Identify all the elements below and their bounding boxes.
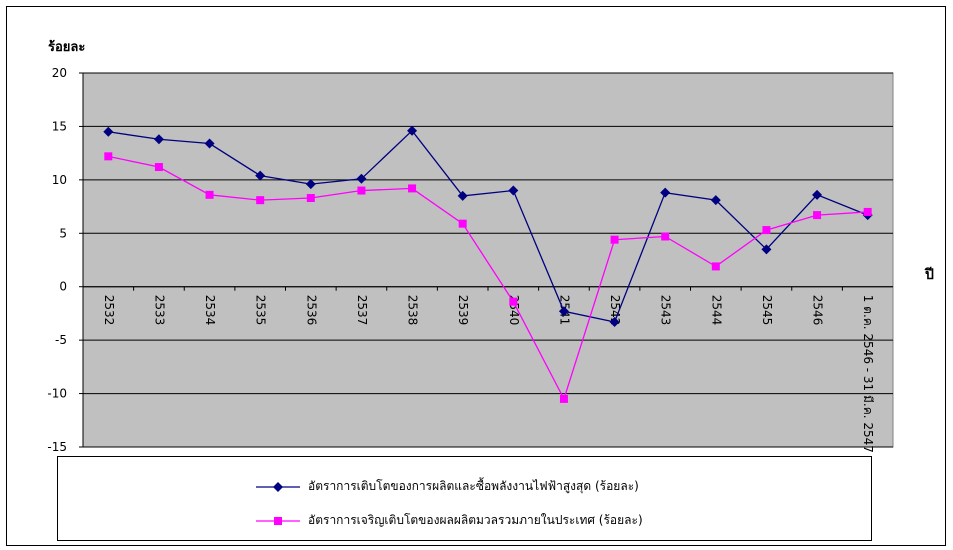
data-point-electricity <box>761 244 772 255</box>
x-tick-label: 2536 <box>304 295 318 326</box>
y-tick-label: -5 <box>55 333 67 347</box>
y-axis-label: ร้อยละ <box>48 40 86 55</box>
data-point-electricity <box>812 189 823 200</box>
x-tick-label: 2534 <box>203 295 217 326</box>
data-point-gdp <box>610 235 619 244</box>
data-point-electricity <box>153 134 164 145</box>
x-tick-label: 2533 <box>152 295 166 326</box>
data-point-gdp <box>661 232 670 241</box>
data-point-gdp <box>256 196 265 205</box>
data-point-electricity <box>356 173 367 184</box>
data-point-electricity <box>255 170 266 181</box>
data-point-gdp <box>306 194 315 203</box>
x-tick-label: 2546 <box>811 295 825 326</box>
legend-item-gdp: อัตราการเจริญเติบโตของผลผลิตมวลรวมภายในป… <box>256 511 643 530</box>
data-point-gdp <box>762 226 771 235</box>
plot-area <box>82 72 894 448</box>
y-tick-label: 10 <box>52 173 67 187</box>
data-point-electricity <box>609 316 620 327</box>
data-point-electricity <box>710 195 721 206</box>
y-tick-label: -10 <box>47 387 67 401</box>
data-point-electricity <box>508 185 519 196</box>
x-tick-label: 2544 <box>709 295 723 326</box>
x-tick-label: 2538 <box>406 295 420 326</box>
data-point-electricity <box>558 306 569 317</box>
y-tick-label: -15 <box>47 440 67 454</box>
legend-label-gdp: อัตราการเจริญเติบโตของผลผลิตมวลรวมภายในป… <box>308 513 643 527</box>
legend-diamond-icon <box>256 481 300 492</box>
x-tick-label: 2535 <box>254 295 268 326</box>
y-tick-label: 20 <box>52 66 67 80</box>
y-tick-label: 15 <box>52 119 67 133</box>
data-point-gdp <box>458 219 467 228</box>
data-point-electricity <box>407 125 418 136</box>
data-point-electricity <box>204 138 215 149</box>
legend-label-electricity: อัตราการเติบโตของการผลิตและซื้อพลังงานไฟ… <box>308 479 639 493</box>
data-point-gdp <box>408 184 417 193</box>
x-tick-label: 2543 <box>659 295 673 326</box>
x-tick-label: 2545 <box>760 295 774 326</box>
data-point-gdp <box>509 297 518 306</box>
data-point-electricity <box>457 190 468 201</box>
y-tick-label: 5 <box>59 226 67 240</box>
data-point-gdp <box>711 262 720 271</box>
legend-square-icon <box>256 516 300 525</box>
legend: อัตราการเติบโตของการผลิตและซื้อพลังงานไฟ… <box>57 456 872 541</box>
data-point-gdp <box>205 190 214 199</box>
series-line-electricity <box>108 129 868 323</box>
data-point-electricity <box>103 126 114 137</box>
series-lines <box>108 129 868 401</box>
x-tick-label: 1 ต.ค. 2546 - 31 มี.ค. 2547 <box>861 295 875 453</box>
x-tick-label: 2542 <box>608 295 622 326</box>
series-line-gdp <box>108 155 868 401</box>
x-tick-label: 2532 <box>102 295 116 326</box>
data-point-gdp <box>104 152 113 161</box>
y-tick-label: 0 <box>59 280 67 294</box>
data-point-gdp <box>154 163 163 172</box>
series-markers <box>103 125 873 403</box>
data-point-electricity <box>305 179 316 190</box>
data-point-gdp <box>863 207 872 216</box>
data-point-gdp <box>357 186 366 195</box>
data-point-gdp <box>813 211 822 220</box>
y-axis-ticks: 20 15 10 5 0 -5 -10 -15 <box>47 66 84 454</box>
data-point-electricity <box>660 187 671 198</box>
x-axis-label: ปี <box>925 267 934 283</box>
legend-item-electricity: อัตราการเติบโตของการผลิตและซื้อพลังงานไฟ… <box>256 477 639 496</box>
data-point-gdp <box>559 394 568 403</box>
x-tick-label: 2539 <box>456 295 470 326</box>
x-tick-label: 2537 <box>355 295 369 326</box>
